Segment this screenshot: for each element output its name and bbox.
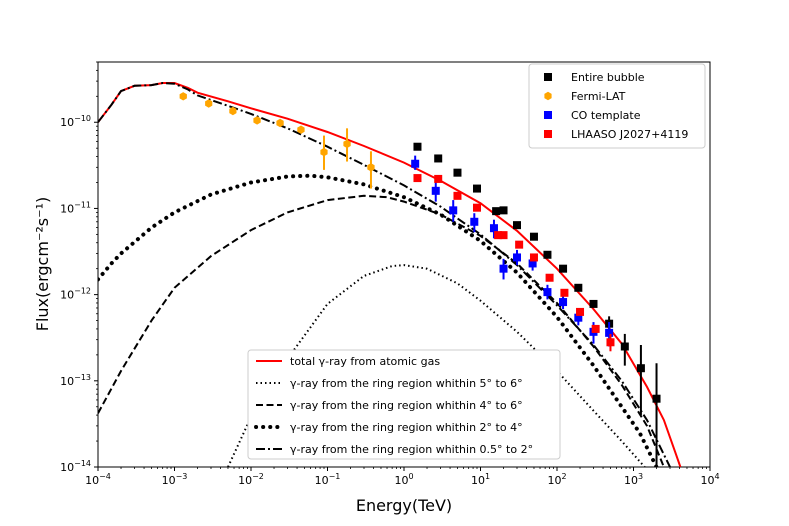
curve-dashdot <box>98 81 671 467</box>
x-tick-label: 102 <box>547 472 566 487</box>
data-point <box>591 324 600 333</box>
data-point <box>434 154 443 163</box>
data-point <box>512 221 521 230</box>
data-point <box>320 147 328 157</box>
data-point <box>559 298 568 307</box>
data-point <box>606 338 615 347</box>
data-point <box>253 116 261 125</box>
data-point <box>205 99 213 108</box>
points-legend: Entire bubble Fermi-LAT CO template LHAASO … <box>528 63 706 149</box>
data-point <box>543 250 552 259</box>
data-point <box>411 159 420 168</box>
data-point <box>229 106 237 116</box>
data-point <box>576 307 585 316</box>
y-tick-label: 10−14 <box>60 459 91 474</box>
data-point <box>179 92 187 101</box>
x-tick-label: 10−1 <box>315 472 341 487</box>
legend-marker <box>544 73 552 81</box>
points-legend-frame <box>528 63 706 149</box>
data-point <box>449 206 458 215</box>
data-point <box>413 174 422 183</box>
data-point <box>470 217 479 226</box>
data-point <box>413 142 422 151</box>
curve-dotted <box>227 264 646 467</box>
x-tick-label: 101 <box>471 472 490 487</box>
data-point <box>559 264 568 273</box>
data-point <box>560 288 569 297</box>
y-tick-label: 10−12 <box>60 287 91 302</box>
data-point <box>472 184 481 193</box>
data-point <box>276 118 284 128</box>
legend-label: Fermi-LAT <box>571 90 626 103</box>
data-point <box>489 224 498 233</box>
data-point <box>512 253 521 262</box>
data-point <box>545 273 554 282</box>
data-point <box>529 253 538 262</box>
y-axis-title: Flux(ergcm⁻²s⁻¹) <box>33 197 52 331</box>
data-point <box>499 206 508 215</box>
data-point <box>515 240 524 249</box>
lines-legend: total γ-ray from atomic gas γ-ray from th… <box>247 349 561 460</box>
data-point <box>367 163 375 172</box>
x-tick-label: 103 <box>624 472 643 487</box>
data-point <box>434 174 443 183</box>
data-point <box>528 259 537 268</box>
legend-label: γ-ray from the ring region whithin 4° to… <box>290 399 523 412</box>
y-tick-label: 10−10 <box>60 114 91 129</box>
x-tick-label: 104 <box>700 472 719 487</box>
data-point <box>494 231 503 240</box>
curve-bigdots <box>98 173 659 467</box>
data-point <box>472 203 481 212</box>
data-point <box>529 232 538 241</box>
data-points <box>179 92 661 467</box>
data-point <box>589 299 598 308</box>
data-point <box>574 283 583 292</box>
x-tick-label: 10−4 <box>85 472 111 487</box>
data-point <box>431 186 440 195</box>
legend-label: LHAASO J2027+4119 <box>571 128 688 141</box>
legend-label: Entire bubble <box>571 71 645 84</box>
data-point <box>636 364 645 373</box>
x-tick-label: 100 <box>394 472 413 487</box>
x-tick-label: 10−3 <box>162 472 188 487</box>
data-point <box>343 139 351 149</box>
lines-legend-frame <box>247 349 561 460</box>
y-tick-label: 10−11 <box>60 200 91 215</box>
x-tick-label: 10−2 <box>238 472 264 487</box>
legend-label: γ-ray from the ring region whithin 0.5° … <box>290 443 533 456</box>
data-point <box>453 191 462 200</box>
data-point <box>499 231 508 240</box>
data-point <box>297 125 305 134</box>
data-point <box>574 313 583 322</box>
data-point <box>499 264 508 273</box>
x-axis-ticks: 10−4 10−3 10−2 10−1 100 101 102 103 104 <box>85 467 720 487</box>
legend-marker <box>544 91 552 101</box>
y-axis-ticks: 10−14 10−13 10−12 10−11 10−10 <box>60 61 98 474</box>
data-point <box>605 328 614 337</box>
data-point <box>492 207 501 216</box>
data-point <box>652 394 661 403</box>
legend-label: γ-ray from the ring region whithin 5° to… <box>290 377 523 390</box>
y-tick-label: 10−13 <box>60 373 91 388</box>
data-point <box>620 342 629 351</box>
legend-label: total γ-ray from atomic gas <box>290 355 440 368</box>
x-axis-title: Energy(TeV) <box>356 496 452 515</box>
data-point <box>543 288 552 297</box>
legend-label: γ-ray from the ring region whithin 2° to… <box>290 421 523 434</box>
legend-label: CO template <box>571 109 641 122</box>
legend-marker <box>544 111 552 119</box>
data-point <box>453 168 462 177</box>
legend-marker <box>544 130 552 138</box>
